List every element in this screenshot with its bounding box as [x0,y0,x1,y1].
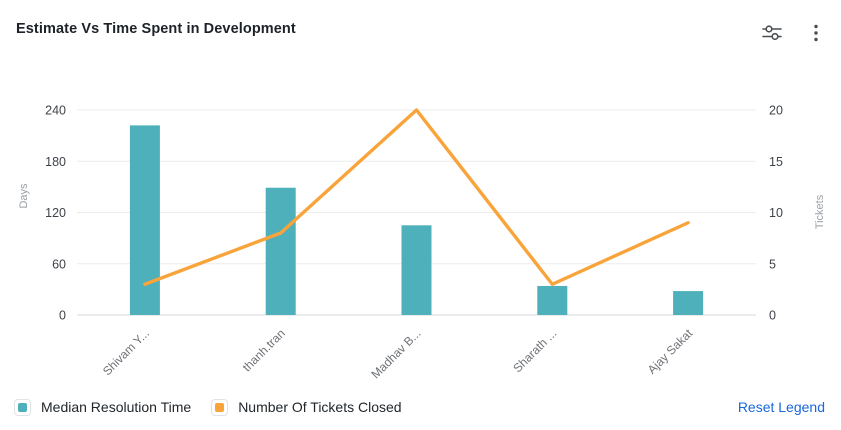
legend-items: Median Resolution Time Number Of Tickets… [14,398,402,416]
bar[interactable] [265,187,296,315]
legend-label: Median Resolution Time [41,399,192,415]
right-axis-tick-label: 10 [769,206,783,220]
bar[interactable] [673,291,704,315]
left-axis-tick-label: 0 [59,309,66,323]
chart-legend: Median Resolution Time Number Of Tickets… [14,395,825,419]
bar[interactable] [537,285,568,315]
reset-legend-link[interactable]: Reset Legend [737,399,825,415]
kebab-menu-icon [814,24,818,42]
x-axis-label: Sharath ... [510,326,559,375]
right-axis-title: Tickets [814,194,826,229]
left-axis-tick-label: 120 [45,206,66,220]
left-axis-tick-label: 180 [45,155,66,169]
right-axis-tick-label: 20 [769,104,783,118]
chart-canvas: 0 0 60 5 120 10 180 15 240 20 Days Tickets Shivam Y.… [18,104,826,382]
chart-settings-button[interactable] [761,22,783,44]
bar[interactable] [401,225,432,315]
x-axis-label: Shivam Y... [100,326,152,378]
x-axis-label: thanh.tran [240,326,288,374]
more-options-button[interactable] [805,22,827,44]
x-axis-label: Ajay Sakat [645,326,696,377]
left-axis-title: Days [18,183,30,209]
legend-item-median-resolution-time[interactable]: Median Resolution Time [14,398,192,416]
right-axis-tick-label: 5 [769,257,776,271]
bar[interactable] [129,125,160,315]
left-axis-tick-label: 240 [45,104,66,118]
widget-header-actions [761,22,827,44]
left-axis-tick-label: 60 [52,257,66,271]
legend-swatch-color-bar [18,402,27,412]
legend-label: Number Of Tickets Closed [238,399,402,415]
legend-swatch-bar [14,398,31,416]
right-axis-tick-label: 15 [769,155,783,169]
legend-swatch-line [211,398,229,416]
x-axis-label: Madhav B... [368,326,423,381]
legend-item-number-of-tickets-closed[interactable]: Number Of Tickets Closed [211,398,402,416]
legend-swatch-color-line [215,402,225,412]
sliders-icon [762,24,782,42]
right-axis-tick-label: 0 [769,309,776,323]
widget-title: Estimate Vs Time Spent in Development [16,21,296,37]
line-series[interactable] [143,108,690,286]
